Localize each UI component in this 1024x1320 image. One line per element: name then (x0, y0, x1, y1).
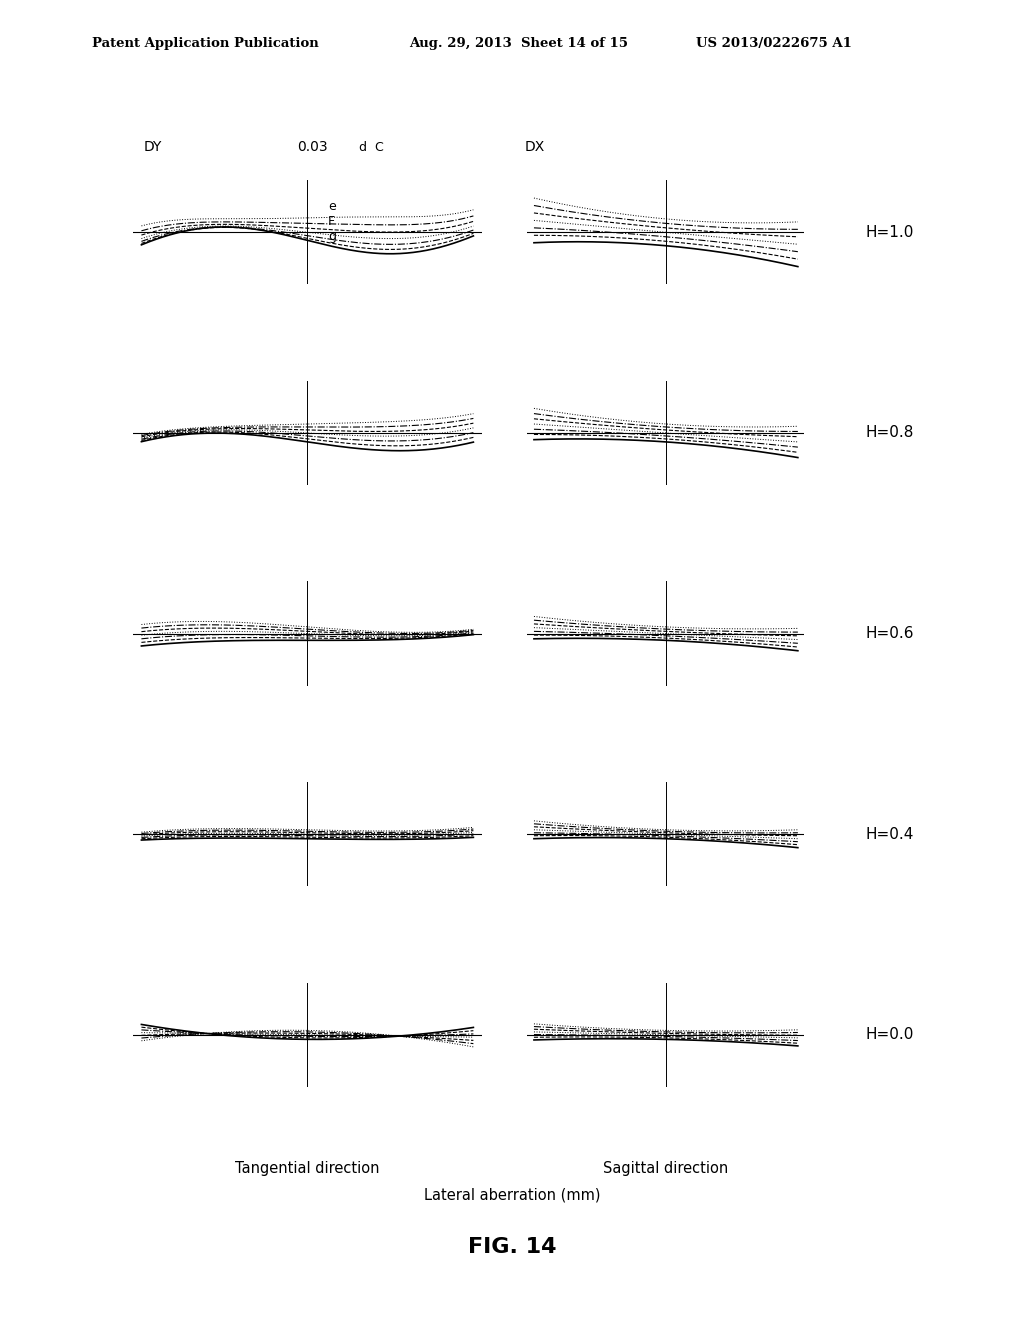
Text: H=0.8: H=0.8 (865, 425, 913, 441)
Text: FIG. 14: FIG. 14 (468, 1237, 556, 1258)
Text: e
F
g: e F g (328, 199, 336, 243)
Text: DY: DY (143, 140, 162, 154)
Text: Patent Application Publication: Patent Application Publication (92, 37, 318, 50)
Text: H=1.0: H=1.0 (865, 224, 913, 240)
Text: H=0.0: H=0.0 (865, 1027, 913, 1043)
Text: US 2013/0222675 A1: US 2013/0222675 A1 (696, 37, 852, 50)
Text: Aug. 29, 2013  Sheet 14 of 15: Aug. 29, 2013 Sheet 14 of 15 (410, 37, 629, 50)
Text: DX: DX (524, 140, 545, 154)
Text: H=0.6: H=0.6 (865, 626, 913, 642)
Text: Tangential direction: Tangential direction (236, 1160, 380, 1176)
Text: Sagittal direction: Sagittal direction (603, 1160, 728, 1176)
Text: d  C: d C (358, 141, 383, 153)
Text: Lateral aberration (mm): Lateral aberration (mm) (424, 1187, 600, 1203)
Text: 0.03: 0.03 (297, 140, 328, 154)
Text: H=0.4: H=0.4 (865, 826, 913, 842)
